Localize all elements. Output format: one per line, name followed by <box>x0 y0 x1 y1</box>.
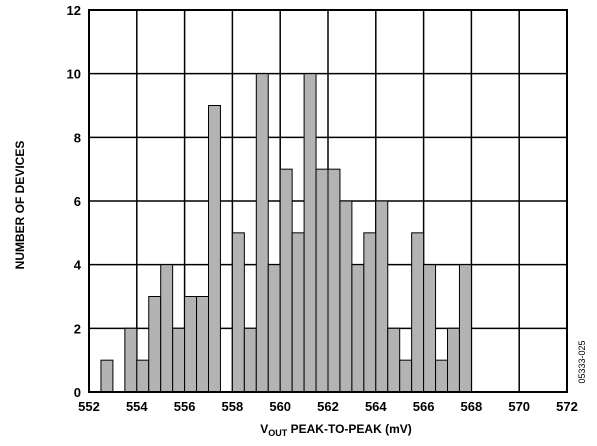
histogram-bar <box>100 359 114 393</box>
histogram-bar <box>363 232 377 393</box>
x-tick-label: 568 <box>461 399 483 414</box>
histogram-bar <box>255 73 269 393</box>
histogram-bar <box>231 232 245 393</box>
histogram-bar <box>184 296 198 393</box>
histogram-bars <box>100 73 472 393</box>
histogram-bar <box>411 232 425 393</box>
plot-frame <box>88 9 568 393</box>
x-tick-label: 562 <box>317 399 339 414</box>
histogram-bar <box>435 359 448 393</box>
histogram-bar <box>375 200 389 393</box>
y-tick-label: 4 <box>74 258 82 273</box>
histogram-bar <box>136 359 150 393</box>
x-tick-label: 564 <box>365 399 387 414</box>
histogram-bar <box>172 327 186 393</box>
y-tick-label: 12 <box>67 3 81 18</box>
y-tick-label: 2 <box>74 321 81 336</box>
x-tick-label: 552 <box>78 399 100 414</box>
x-tick-label: 560 <box>269 399 291 414</box>
y-axis-label: NUMBER OF DEVICES <box>13 141 27 270</box>
histogram-bar <box>327 168 341 393</box>
x-axis-label-subscript: OUT <box>268 428 288 438</box>
y-tick-label: 10 <box>67 67 81 82</box>
histogram-bar <box>447 327 460 393</box>
x-tick-label: 570 <box>508 399 530 414</box>
histogram-bar <box>243 327 257 393</box>
x-tick-label: 566 <box>413 399 435 414</box>
histogram-bar <box>148 296 162 393</box>
histogram-bar <box>339 200 353 393</box>
histogram-bar <box>160 264 174 393</box>
histogram-bar <box>399 359 413 393</box>
x-axis-label: VOUT PEAK-TO-PEAK (mV) <box>260 422 411 438</box>
histogram-bar <box>387 327 401 393</box>
y-tick-label: 0 <box>74 385 81 400</box>
histogram-bar <box>291 232 305 393</box>
histogram-bar <box>124 327 138 393</box>
histogram-bar <box>208 105 221 393</box>
histogram-bar <box>267 264 281 393</box>
x-tick-labels: 552 554 556 558 560 562 564 566 568 570 572 <box>78 399 578 414</box>
histogram-bar <box>303 73 317 393</box>
x-tick-label: 572 <box>556 399 578 414</box>
x-tick-label: 558 <box>222 399 244 414</box>
histogram-bar <box>458 264 472 393</box>
x-tick-label: 554 <box>126 399 148 414</box>
histogram-bar <box>351 264 365 393</box>
histogram-bar <box>423 264 437 393</box>
histogram-bar <box>279 168 293 393</box>
y-tick-label: 8 <box>74 130 81 145</box>
x-axis-label-rest: PEAK-TO-PEAK (mV) <box>287 422 411 436</box>
figure-code: 05333-025 <box>577 340 587 383</box>
histogram-bar <box>315 168 329 393</box>
x-tick-label: 556 <box>174 399 196 414</box>
x-axis-label-main: V <box>260 422 268 436</box>
histogram-bar <box>196 296 210 393</box>
y-tick-label: 6 <box>74 194 81 209</box>
y-tick-labels: 0 2 4 6 8 10 12 <box>67 3 82 400</box>
